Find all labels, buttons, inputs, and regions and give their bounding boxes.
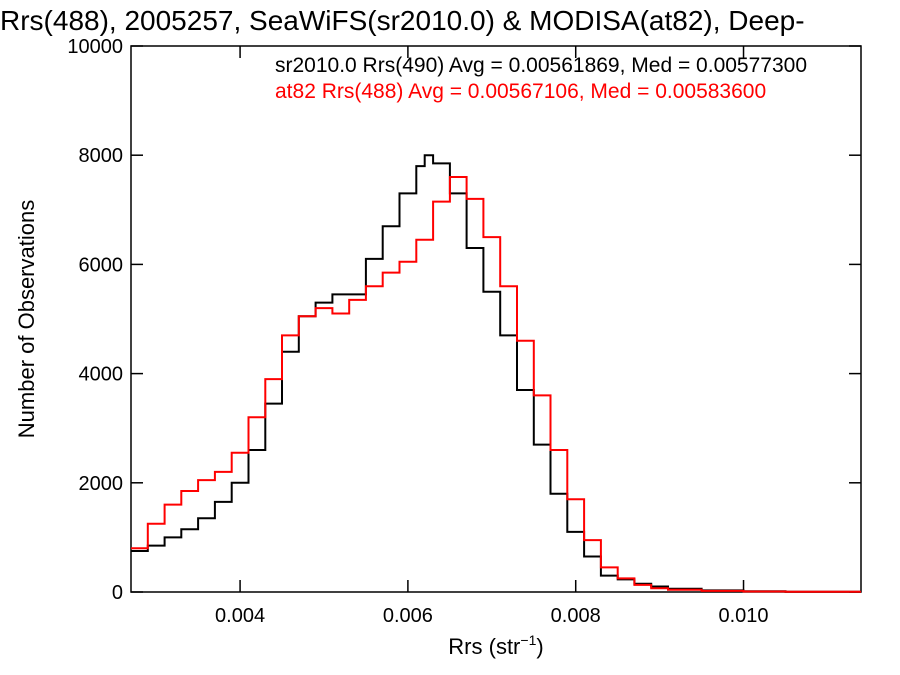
plot-area-frame [130,45,862,593]
y-tick-label: 10000 [67,36,123,58]
chart-title: Rrs(488), 2005257, SeaWiFS(sr2010.0) & M… [0,5,805,36]
y-axis-label: Number of Observations [14,200,39,438]
x-tick-label: 0.008 [551,605,601,627]
legend-entry-at82: at82 Rrs(488) Avg = 0.00567106, Med = 0.… [275,80,766,103]
y-tick-label: 2000 [79,473,124,495]
x-axis-label-main: Rrs (str [448,634,520,659]
y-tick-label: 0 [112,582,123,604]
x-axis-label-tail: ) [536,634,543,659]
x-tick-label: 0.010 [718,605,768,627]
series-layer [131,154,861,593]
x-axis-label-superscript: −1 [520,632,536,648]
y-tick-label: 6000 [79,254,124,276]
x-axis-label: Rrs (str−1) [448,632,543,659]
legend-entry-sr2010: sr2010.0 Rrs(490) Avg = 0.00561869, Med … [275,54,807,77]
x-tick-label: 0.006 [383,605,433,627]
y-axis-ticks: 0 2000 4000 6000 8000 10000 [67,36,861,604]
series-line-at82 [131,176,861,593]
x-axis-ticks: 0.004 0.006 0.008 0.010 [215,46,769,627]
y-tick-label: 4000 [79,364,124,386]
x-tick-label: 0.004 [215,605,265,627]
y-tick-label: 8000 [79,145,124,167]
series-line-sr2010 [131,154,861,593]
